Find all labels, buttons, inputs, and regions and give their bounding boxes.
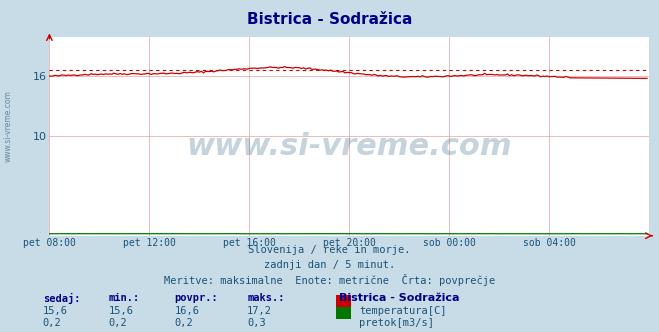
Text: 17,2: 17,2	[247, 306, 272, 316]
Text: Bistrica - Sodražica: Bistrica - Sodražica	[247, 12, 412, 27]
Text: pretok[m3/s]: pretok[m3/s]	[359, 318, 434, 328]
Text: min.:: min.:	[109, 293, 140, 303]
Text: Bistrica - Sodražica: Bistrica - Sodražica	[339, 293, 460, 303]
Text: 0,2: 0,2	[175, 318, 193, 328]
Text: 15,6: 15,6	[109, 306, 134, 316]
Text: www.si-vreme.com: www.si-vreme.com	[4, 90, 13, 162]
Text: Slovenija / reke in morje.: Slovenija / reke in morje.	[248, 245, 411, 255]
Text: zadnji dan / 5 minut.: zadnji dan / 5 minut.	[264, 260, 395, 270]
Text: 0,2: 0,2	[43, 318, 61, 328]
Text: 0,2: 0,2	[109, 318, 127, 328]
Text: Meritve: maksimalne  Enote: metrične  Črta: povprečje: Meritve: maksimalne Enote: metrične Črta…	[164, 274, 495, 286]
Text: www.si-vreme.com: www.si-vreme.com	[186, 131, 512, 161]
Text: maks.:: maks.:	[247, 293, 285, 303]
Text: 0,3: 0,3	[247, 318, 266, 328]
Text: sedaj:: sedaj:	[43, 293, 80, 304]
Text: temperatura[C]: temperatura[C]	[359, 306, 447, 316]
Text: 16,6: 16,6	[175, 306, 200, 316]
Text: 15,6: 15,6	[43, 306, 68, 316]
Text: povpr.:: povpr.:	[175, 293, 218, 303]
